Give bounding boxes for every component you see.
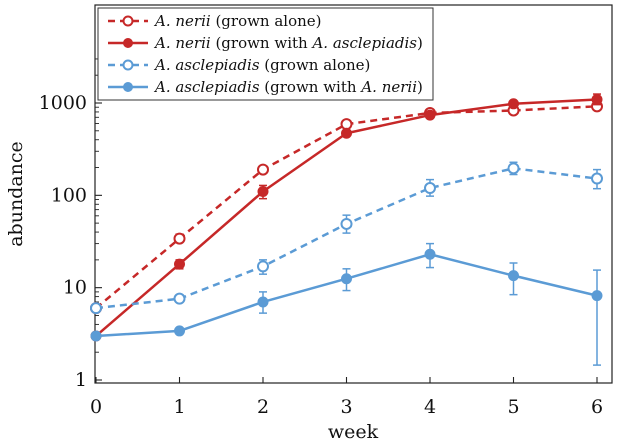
- data-point: [591, 94, 603, 106]
- y-tick-label: 1: [75, 369, 87, 391]
- series-4: [90, 242, 603, 366]
- legend-label-part: (grown alone): [211, 12, 322, 30]
- data-point: [257, 260, 269, 273]
- legend-box: [97, 7, 434, 101]
- legend-label-part: ): [417, 78, 423, 96]
- data-point: [257, 296, 269, 308]
- x-tick-label: 1: [173, 396, 185, 418]
- legend-label: A. nerii (grown alone): [153, 12, 322, 30]
- x-tick-label: 4: [424, 396, 436, 418]
- y-tick-label: 10: [63, 277, 87, 299]
- plot-frame: [94, 4, 613, 384]
- legend-label-part: (grown with: [211, 34, 313, 52]
- data-point: [257, 163, 269, 176]
- legend-label-part: A. asclepiadis: [153, 78, 260, 96]
- legend-label-part: A. nerii: [359, 78, 417, 96]
- y-tick-label: 1000: [39, 92, 87, 114]
- series-3: [90, 161, 603, 315]
- data-point: [90, 330, 102, 342]
- x-tick-label: 2: [257, 396, 269, 418]
- data-point: [90, 302, 102, 315]
- x-tick-label: 0: [90, 396, 102, 418]
- data-point: [340, 217, 353, 230]
- data-point: [508, 270, 519, 282]
- data-point: [173, 292, 186, 305]
- legend-label-part: A. nerii: [153, 12, 211, 30]
- legend: A. nerii (grown alone)A. nerii (grown wi…: [97, 7, 434, 101]
- legend-label-part: (grown with: [260, 78, 362, 96]
- y-axis-title: abundance: [5, 141, 27, 247]
- y-axis-ticks: 1 10 100 1000: [39, 58, 102, 391]
- data-point: [591, 172, 603, 185]
- series-2: [90, 93, 603, 342]
- legend-label: A. asclepiadis (grown alone): [153, 56, 370, 74]
- data-point: [507, 162, 520, 175]
- data-point: [257, 186, 269, 198]
- data-point: [424, 248, 436, 260]
- legend-marker: [122, 59, 134, 71]
- x-tick-label: 5: [507, 396, 519, 418]
- data-point: [424, 109, 436, 121]
- legend-marker: [122, 15, 134, 27]
- data-point: [340, 118, 353, 131]
- legend-marker: [123, 38, 133, 48]
- data-point: [591, 290, 603, 302]
- data-point: [174, 325, 185, 337]
- legend-label: A. asclepiadis (grown with A. nerii): [153, 78, 423, 96]
- data-point: [424, 182, 436, 195]
- series-line: [95, 253, 598, 338]
- data-point: [341, 273, 352, 285]
- legend-label-part: A. nerii: [153, 34, 211, 52]
- legend-label-part: A. asclepiadis: [310, 34, 417, 52]
- data-point: [173, 232, 186, 245]
- data-point: [508, 98, 519, 110]
- x-tick-label: 6: [591, 396, 603, 418]
- x-axis-title: week: [328, 421, 379, 443]
- legend-label-part: A. asclepiadis: [153, 56, 260, 74]
- x-tick-label: 3: [340, 396, 352, 418]
- data-point: [174, 258, 185, 270]
- legend-label-part: ): [417, 34, 423, 52]
- x-axis-ticks: 0 1 2 3 4 5 6: [90, 377, 603, 418]
- legend-label-part: (grown alone): [260, 56, 371, 74]
- series-layer: [90, 93, 603, 366]
- data-point: [341, 127, 352, 139]
- y-tick-label: 100: [51, 184, 87, 206]
- legend-marker: [123, 82, 133, 92]
- legend-label: A. nerii (grown with A. asclepiadis): [153, 34, 423, 52]
